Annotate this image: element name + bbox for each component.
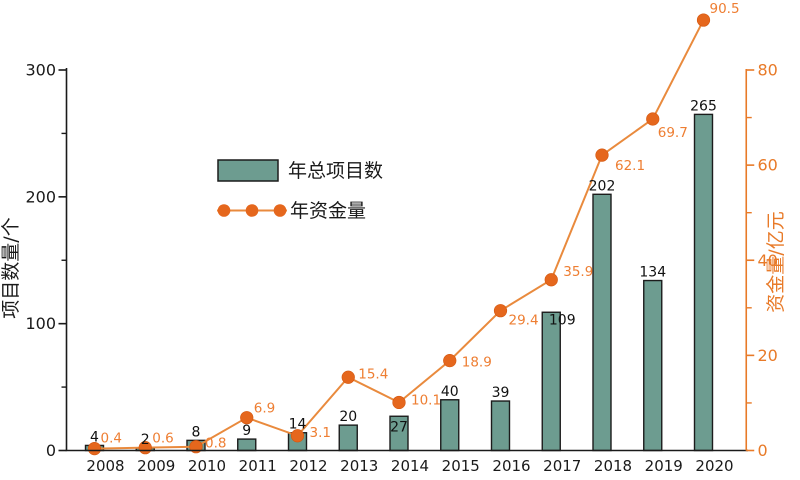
marker-2013 <box>341 370 355 384</box>
line-label-2013: 15.4 <box>358 366 388 382</box>
line-label-2008: 0.4 <box>101 431 122 447</box>
marker-2012 <box>290 429 305 443</box>
bar-2017 <box>541 311 561 452</box>
legend-bar-label: 年总项目数 <box>288 160 383 182</box>
line-label-2019: 69.7 <box>658 125 688 141</box>
x-axis-label-2008: 2008 <box>86 457 124 475</box>
x-axis-label-2010: 2010 <box>188 457 226 475</box>
x-axis-label-2016: 2016 <box>492 457 530 475</box>
right-axis-tick-label: 20 <box>758 346 778 365</box>
x-axis-label-2019: 2019 <box>645 457 683 475</box>
legend-bar-swatch <box>217 159 279 182</box>
bar-label-2014: 27 <box>390 419 408 435</box>
marker-2015 <box>443 354 457 368</box>
bar-2013 <box>338 424 358 452</box>
bar-label-2019: 134 <box>639 265 666 281</box>
bar-label-2010: 8 <box>192 424 201 440</box>
line-label-2011: 6.9 <box>254 401 275 417</box>
line-label-2014: 10.1 <box>411 392 441 408</box>
line-label-2015: 18.9 <box>462 355 492 371</box>
bar-2011 <box>237 438 257 452</box>
bar-2019 <box>643 279 663 452</box>
marker-2019 <box>646 112 660 126</box>
line-series <box>87 13 711 456</box>
line-label-2009: 0.6 <box>152 431 173 447</box>
bar-label-2011: 9 <box>242 423 251 439</box>
data-labels: 4 2 8 9 14 20 27 40 39 109 202 134 265 0.4 0.6 0.8 6.9 3.… <box>90 1 740 452</box>
funding-line <box>94 19 705 450</box>
line-label-2010: 0.8 <box>205 436 226 452</box>
legend-line-marker-icon <box>217 204 231 217</box>
right-axis-tick-label: 80 <box>758 61 778 80</box>
bar-2015 <box>440 399 460 452</box>
legend: 年总项目数 年资金量 <box>217 159 383 222</box>
bar-label-2012: 14 <box>289 417 307 433</box>
x-axis-label-2011: 2011 <box>239 457 277 475</box>
bar-label-2020: 265 <box>690 98 717 114</box>
legend-line-label: 年资金量 <box>290 200 366 222</box>
x-axis-label-2009: 2009 <box>137 457 175 475</box>
x-axis-label-2020: 2020 <box>695 457 733 475</box>
line-label-2020: 90.5 <box>710 1 740 17</box>
x-axis-label-2012: 2012 <box>289 457 327 475</box>
bar-2020 <box>693 113 714 452</box>
bar-label-2008: 4 <box>90 429 99 445</box>
x-axis-label-2018: 2018 <box>594 457 632 475</box>
bar-2018 <box>592 193 612 452</box>
bar-label-2018: 202 <box>589 178 616 194</box>
bar-label-2009: 2 <box>141 432 150 448</box>
left-axis-title: 项目数量/个 <box>0 217 22 318</box>
marker-2008 <box>87 441 102 456</box>
right-axis-tick-label: 60 <box>758 156 778 175</box>
bar-label-2015: 40 <box>441 384 459 400</box>
line-label-2012: 3.1 <box>310 425 331 441</box>
right-axis-tick-label: 40 <box>758 251 778 270</box>
x-axis-label-2013: 2013 <box>340 457 378 475</box>
line-label-2018: 62.1 <box>615 158 645 174</box>
marker-2014 <box>392 395 406 410</box>
bar-label-2017: 109 <box>549 312 576 328</box>
marker-2018 <box>595 148 609 162</box>
bar-series <box>84 113 714 452</box>
line-label-2016: 29.4 <box>509 313 539 329</box>
legend-line-marker-icon <box>245 204 259 217</box>
marker-2020 <box>696 13 711 27</box>
x-axis-label-2015: 2015 <box>442 457 480 475</box>
marker-2011 <box>240 411 254 425</box>
x-axis-label-2014: 2014 <box>391 457 429 475</box>
right-axis-tick-label: 0 <box>758 441 768 460</box>
legend-line-marker-icon <box>273 204 287 217</box>
right-axis-title: 资金量/亿元 <box>765 211 787 312</box>
left-axis-tick-label: 0 <box>46 441 56 460</box>
line-label-2017: 35.9 <box>563 264 593 280</box>
bar-label-2016: 39 <box>492 385 510 401</box>
left-axis-tick-label: 200 <box>25 187 56 206</box>
left-axis-tick-label: 100 <box>25 314 56 333</box>
bar-label-2013: 20 <box>339 409 357 425</box>
marker-2016 <box>493 304 508 318</box>
left-axis-tick-label: 300 <box>25 61 56 80</box>
x-axis-label-2017: 2017 <box>543 457 581 475</box>
marker-2017 <box>544 273 558 287</box>
bar-2016 <box>490 400 511 452</box>
